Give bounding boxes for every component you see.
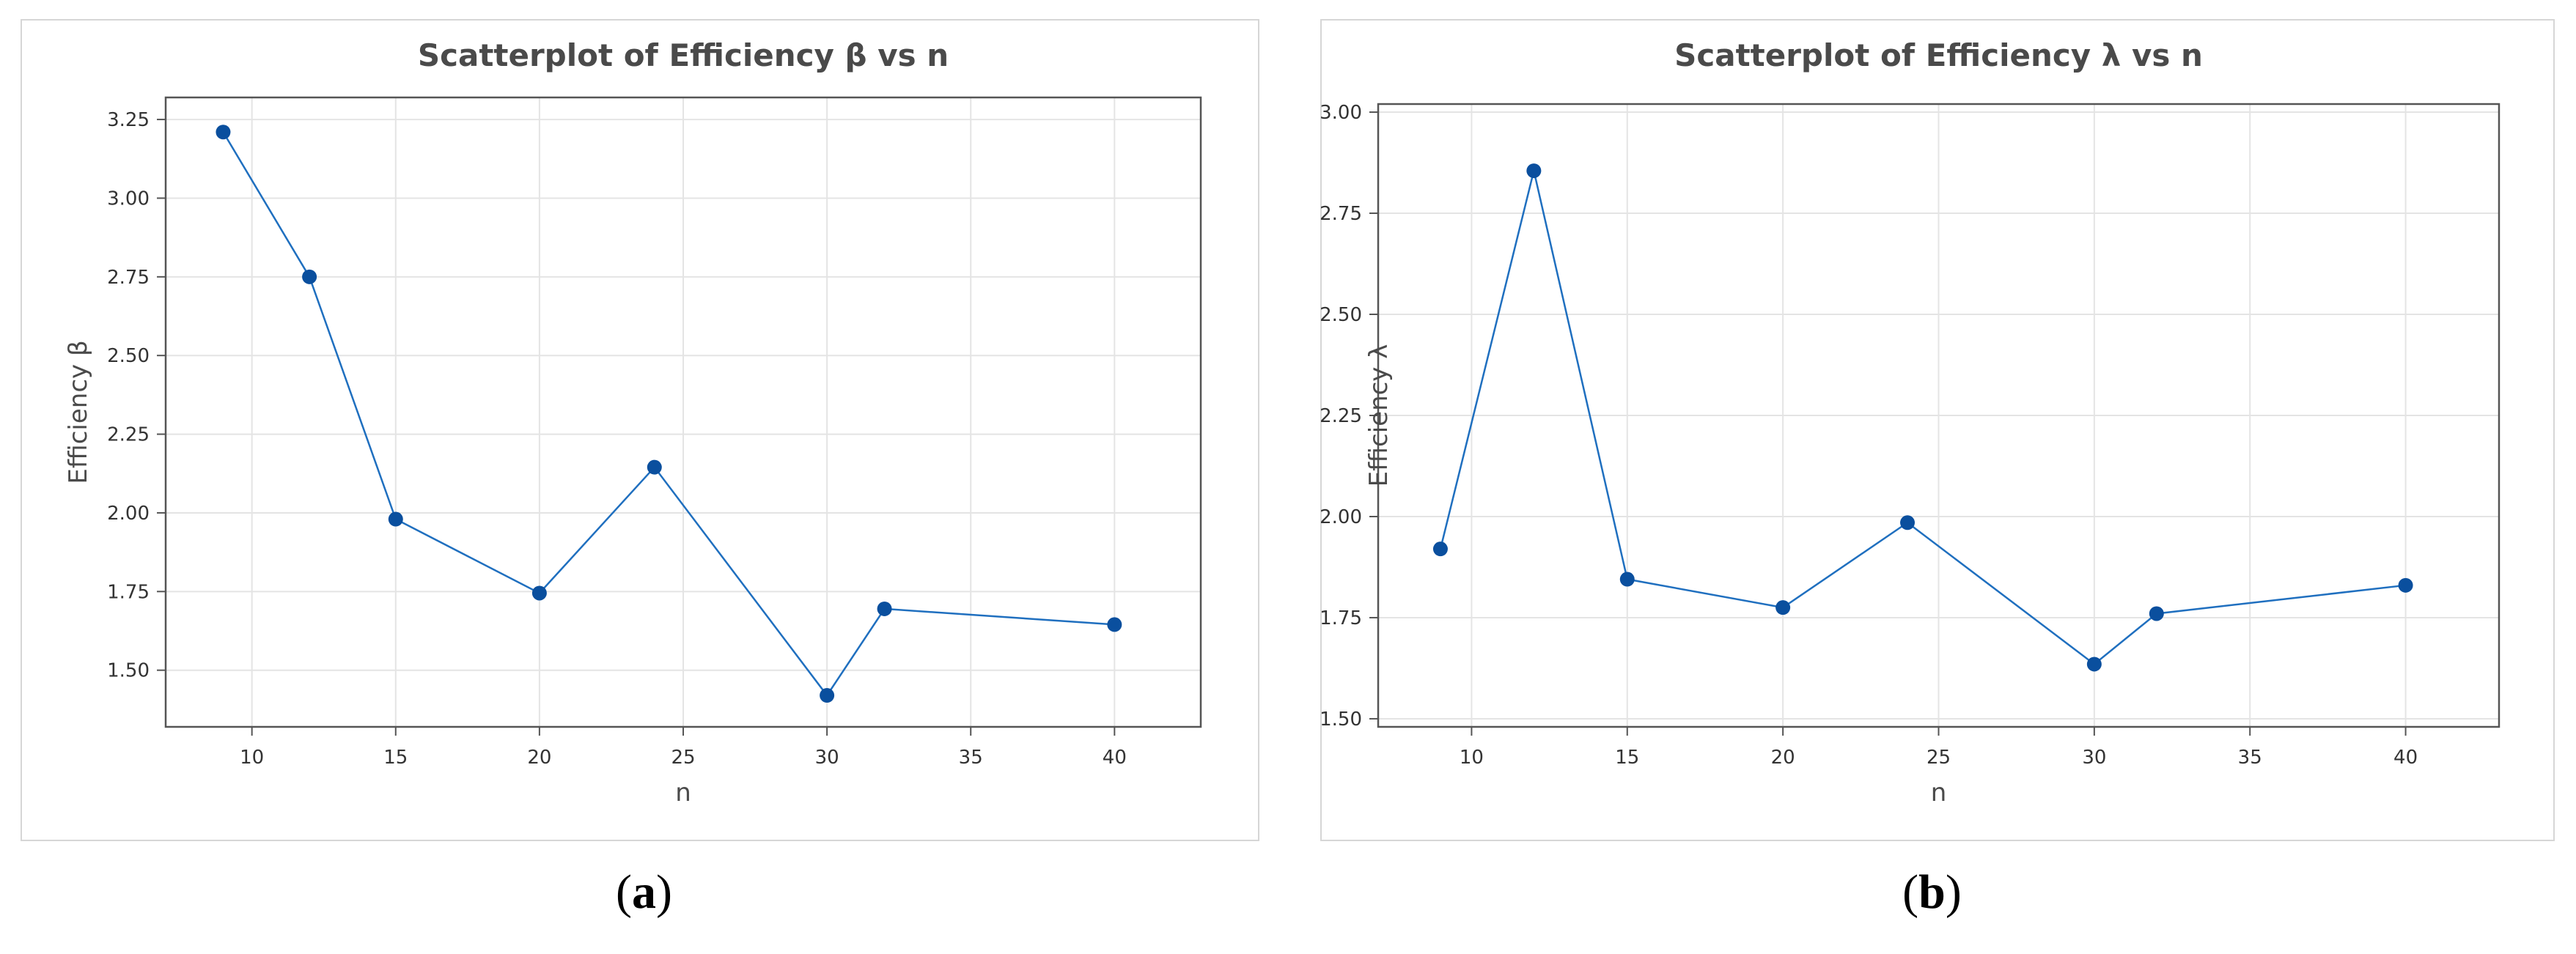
data-point	[1900, 515, 1916, 530]
data-point	[877, 601, 892, 616]
y-tick-label: 2.75	[1320, 203, 1362, 225]
y-tick-label: 1.50	[107, 660, 150, 682]
data-point	[388, 511, 403, 527]
y-tick-label: 2.00	[107, 503, 150, 525]
x-tick-label: 10	[240, 747, 264, 769]
x-tick-label: 30	[2082, 747, 2106, 769]
panel-b: 10 15 20 25 30 35 40 1.50 1.75 2.00 2.25 2.50 2.75 3.…	[1288, 0, 2576, 954]
y-tick-label: 2.50	[107, 345, 150, 367]
x-tick-label: 10	[1460, 747, 1484, 769]
chart-frame-b	[1320, 19, 2555, 841]
y-tick-label: 1.75	[1320, 607, 1362, 629]
chart-b: 10 15 20 25 30 35 40 1.50 1.75 2.00 2.25 2.50 2.75 3.…	[1320, 37, 2500, 807]
data-point	[2398, 577, 2413, 593]
data-point	[2086, 657, 2102, 672]
data-point	[1107, 617, 1122, 632]
y-tick-label: 2.25	[107, 424, 150, 446]
caption-b-letter: b	[1918, 865, 1946, 919]
x-tick-label: 30	[815, 747, 839, 769]
data-point	[1432, 541, 1448, 557]
x-tick-label: 15	[383, 747, 408, 769]
y-tick-label: 2.25	[1320, 405, 1362, 427]
data-point	[531, 585, 547, 601]
y-tick-label: 2.00	[1320, 506, 1362, 528]
data-point	[1619, 572, 1635, 587]
panel-a: 10 15 20 25 30 35 40 1.50 1.75 2.00 2.25 2.50 2.75 3.…	[21, 19, 1259, 919]
data-point	[1775, 600, 1791, 615]
x-axis-label: n	[1931, 778, 1947, 807]
data-point	[1526, 163, 1542, 179]
x-tick-label: 40	[2393, 747, 2418, 769]
caption-b: (b)	[1902, 865, 1962, 919]
series-line	[1439, 170, 2406, 666]
x-axis-label: n	[675, 778, 691, 807]
x-tick-label: 35	[959, 747, 983, 769]
caption-a-letter: a	[632, 865, 656, 919]
y-tick-label: 3.00	[1320, 102, 1362, 124]
x-tick-label: 25	[1927, 747, 1951, 769]
data-point	[216, 125, 231, 140]
chart-title: Scatterplot of Efficiency λ vs n	[1674, 37, 2203, 73]
y-tick-label: 2.50	[1320, 304, 1362, 326]
data-point	[820, 688, 835, 703]
chart-title: Scatterplot of Efficiency β vs n	[418, 37, 949, 73]
x-tick-label: 25	[671, 747, 695, 769]
x-tick-label: 20	[527, 747, 551, 769]
y-tick-label: 3.00	[107, 188, 150, 210]
data-point	[647, 459, 662, 475]
series-line	[222, 131, 1115, 698]
y-axis-label: Efficiency β	[64, 340, 93, 484]
y-tick-label: 3.25	[107, 109, 150, 131]
x-tick-label: 20	[1771, 747, 1795, 769]
data-point	[302, 269, 317, 284]
caption-a: (a)	[616, 865, 672, 919]
y-tick-label: 1.75	[107, 581, 150, 603]
data-point	[2149, 606, 2164, 621]
chart-a: 10 15 20 25 30 35 40 1.50 1.75 2.00 2.25 2.50 2.75 3.…	[64, 37, 1202, 807]
x-tick-label: 35	[2238, 747, 2262, 769]
x-tick-label: 15	[1615, 747, 1639, 769]
y-axis-label: Efficiency λ	[1364, 344, 1394, 487]
x-tick-label: 40	[1103, 747, 1127, 769]
y-tick-label: 2.75	[107, 267, 150, 289]
chart-frame-a	[21, 19, 1259, 841]
y-tick-label: 1.50	[1320, 709, 1362, 731]
